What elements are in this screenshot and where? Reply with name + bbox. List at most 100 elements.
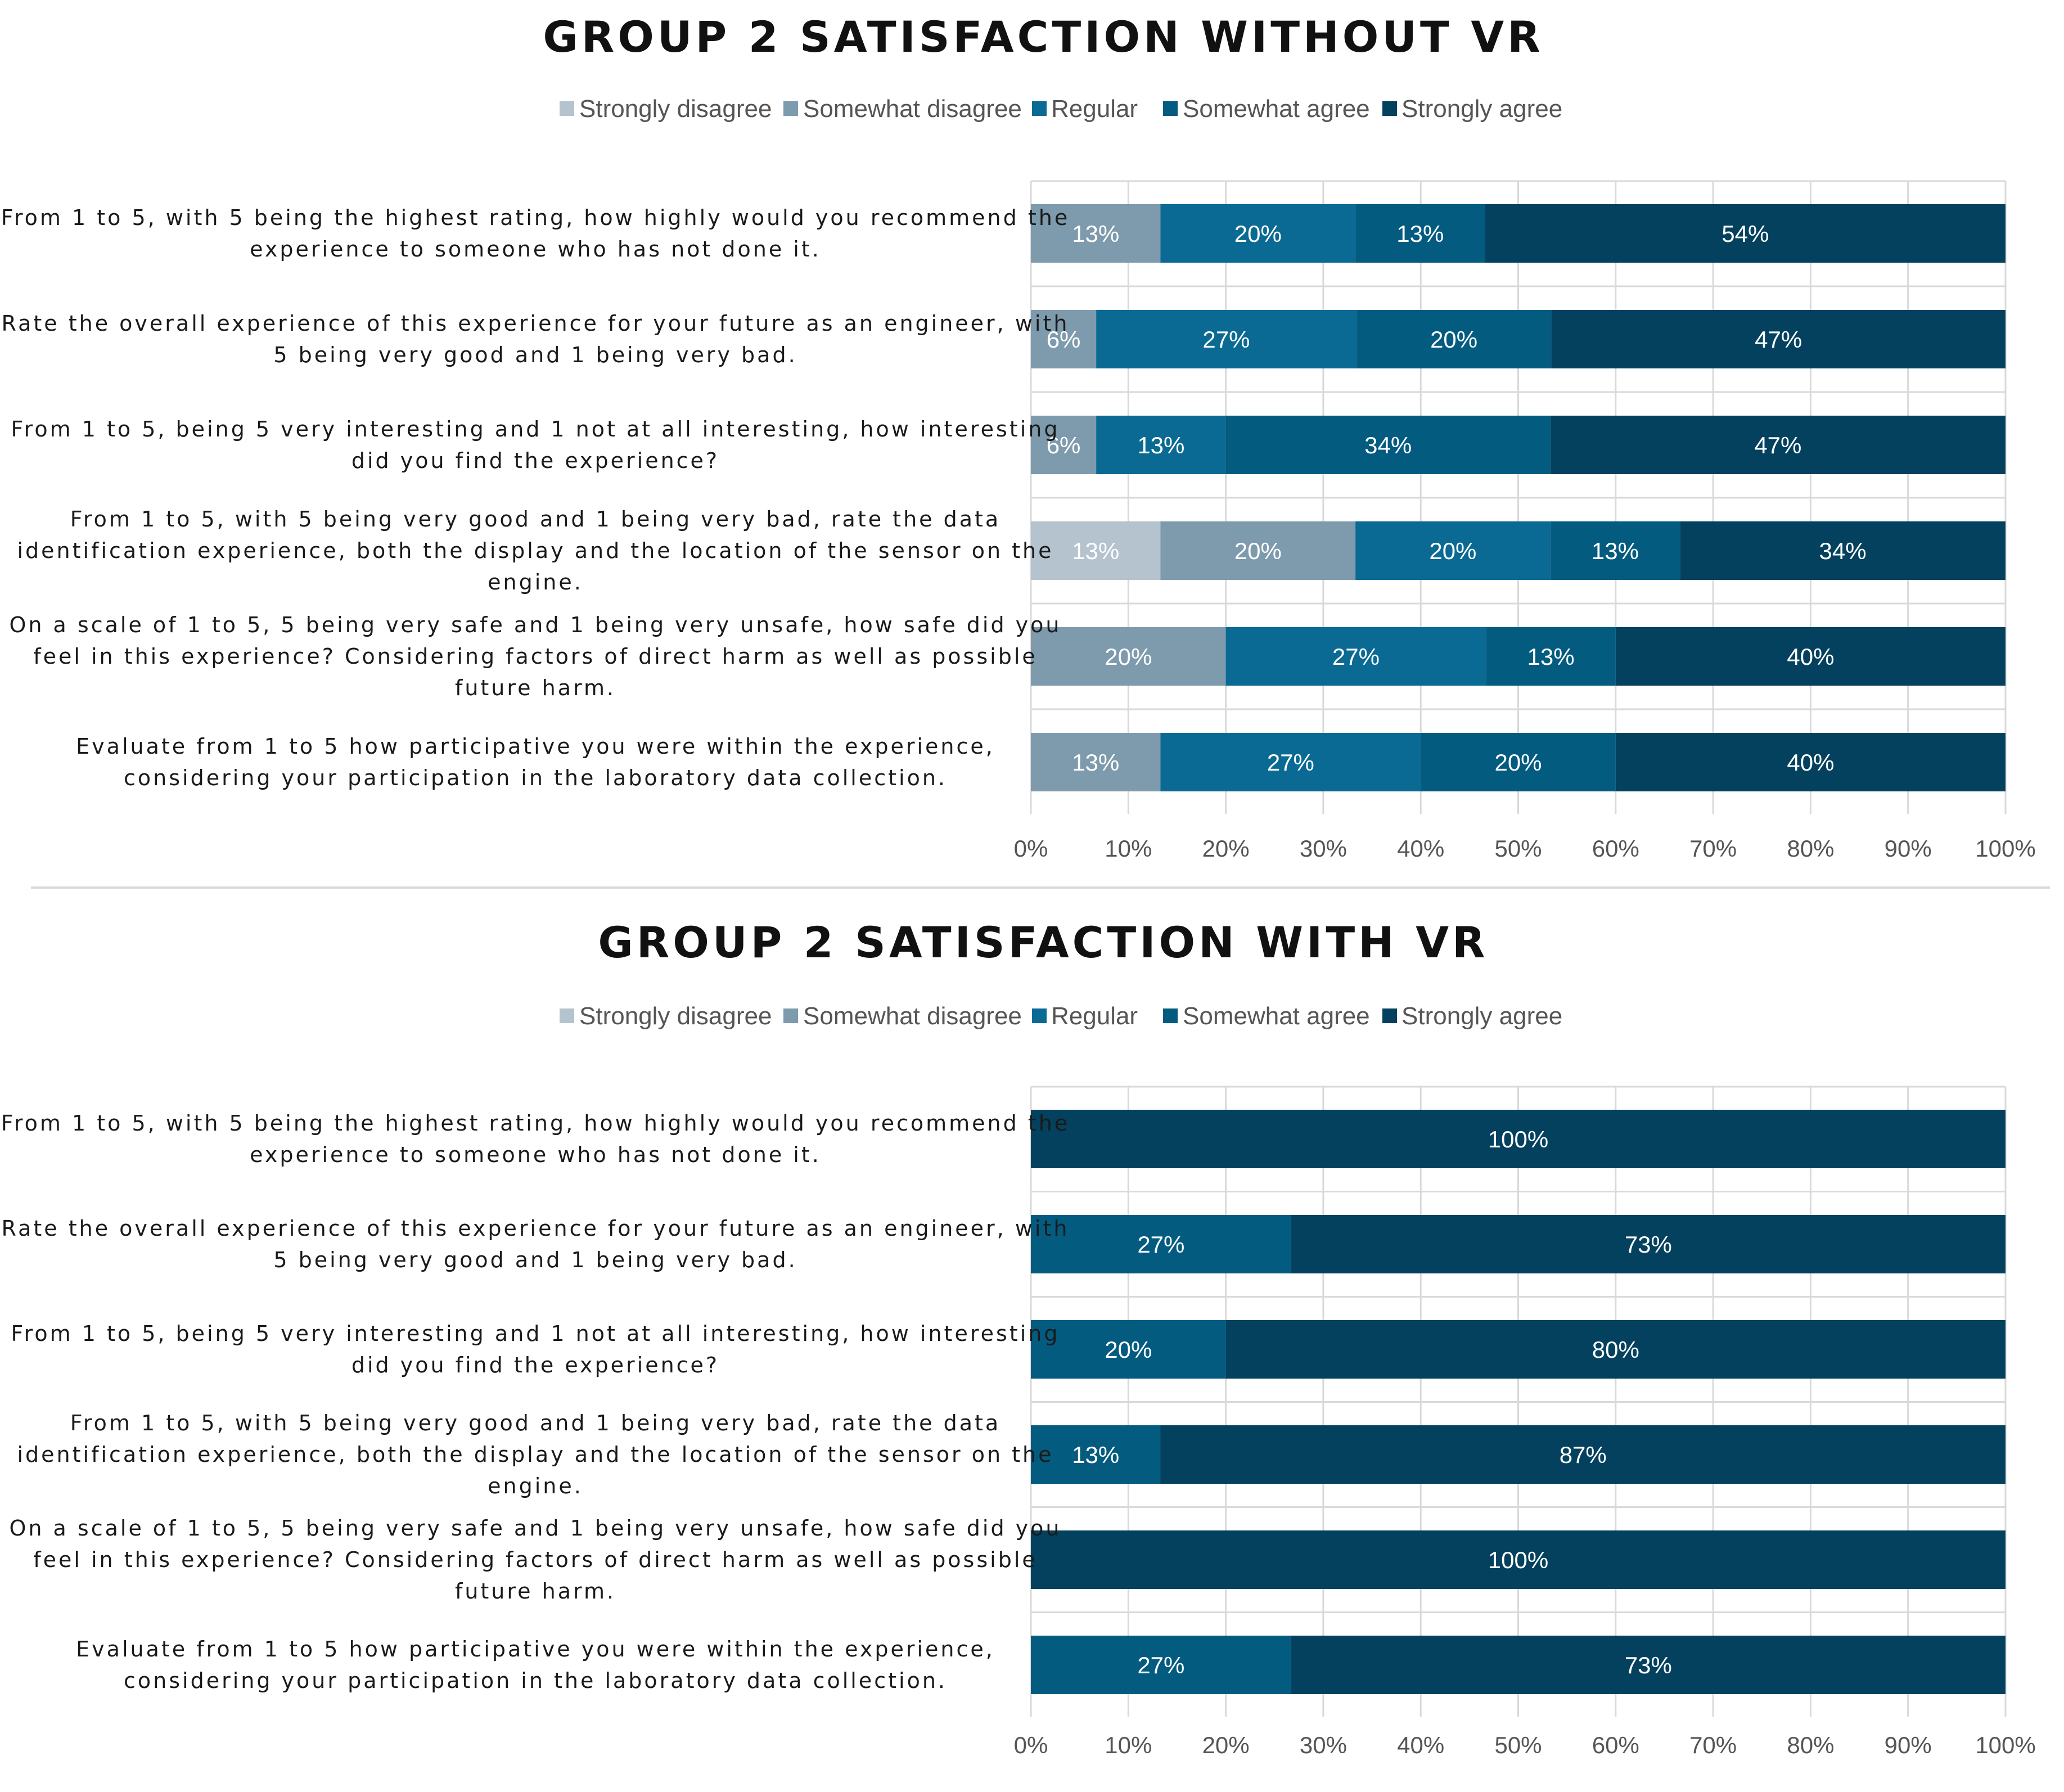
chart-title: GROUP 2 SATISFACTION WITHOUT VR [543,12,1543,62]
segment-data-label: 13% [1592,538,1639,564]
x-tick-label: 50% [1494,835,1542,862]
bar-segment [1680,521,2006,580]
x-tick-label: 100% [1975,835,2035,862]
bar-segment [1031,733,1161,791]
segment-data-label: 87% [1560,1442,1607,1468]
bar-segment [1485,204,2006,263]
x-tick-label: 100% [1975,1732,2035,1758]
bar-segment [1096,310,1357,368]
segment-data-label: 6% [1047,326,1081,353]
question-label: From 1 to 5, with 5 being very good and … [17,1411,1051,1498]
bar-segment [1031,204,1161,263]
question-label-line: did you find the experience? [351,448,719,473]
question-label-line: experience to someone who has not done i… [250,1142,821,1167]
question-label: On a scale of 1 to 5, 5 being very safe … [9,1516,1059,1604]
legend-item: Regular [1032,1002,1138,1030]
question-label-line: feel in this experience? Considering fac… [33,644,1038,669]
legend-swatch [1382,101,1397,116]
legend-label: Strongly disagree [579,1002,772,1030]
x-tick-label: 50% [1494,1732,1542,1758]
question-label-line: From 1 to 5, with 5 being very good and … [70,1411,1001,1435]
question-label: Evaluate from 1 to 5 how participative y… [76,734,995,790]
legend-item: Regular [1032,95,1138,123]
x-tick-label: 20% [1202,835,1250,862]
question-label-line: identification experience, both the disp… [17,538,1053,563]
segment-data-label: 34% [1364,432,1412,458]
question-label-line: engine. [488,1474,583,1498]
segment-data-label: 27% [1332,643,1380,670]
question-label-line: 5 being very good and 1 being very bad. [273,343,797,367]
bar-segment [1225,1320,2006,1379]
x-tick-label: 70% [1689,835,1737,862]
bar-segment [1160,1425,2006,1484]
bar-segment [1031,310,1097,368]
legend-swatch [1163,1008,1178,1023]
bar-segment [1225,416,1551,474]
x-tick-label: 80% [1787,1732,1834,1758]
question-label-line: Evaluate from 1 to 5 how participative y… [76,734,995,759]
question-label-line: considering your participation in the la… [124,766,947,790]
legend-swatch [560,101,574,116]
segment-data-label: 27% [1137,1231,1184,1258]
segment-data-label: 80% [1592,1336,1639,1363]
legend-item: Strongly agree [1382,95,1562,123]
segment-data-label: 40% [1787,749,1834,776]
question-label: From 1 to 5, with 5 being the highest ra… [1,205,1067,262]
segment-data-label: 100% [1488,1126,1548,1152]
segment-data-label: 6% [1047,432,1081,458]
x-tick-label: 20% [1202,1732,1250,1758]
legend-item: Somewhat disagree [783,1002,1022,1030]
bar-segment [1355,204,1485,263]
chart-title: GROUP 2 SATISFACTION WITH VR [598,917,1488,967]
segment-data-label: 13% [1072,220,1119,247]
question-label-line: 5 being very good and 1 being very bad. [273,1248,797,1272]
segment-data-label: 27% [1202,326,1250,353]
question-label-line: From 1 to 5, being 5 very interesting an… [11,1321,1060,1346]
bar-segment [1031,416,1097,474]
legend-item: Strongly agree [1382,1002,1562,1030]
question-label-line: future harm. [455,676,616,700]
question-label: From 1 to 5, with 5 being the highest ra… [1,1111,1067,1167]
question-label-line: On a scale of 1 to 5, 5 being very safe … [9,613,1061,637]
legend-label: Somewhat disagree [803,95,1022,123]
segment-data-label: 27% [1137,1652,1184,1678]
segment-data-label: 13% [1072,1442,1119,1468]
segment-data-label: 20% [1429,538,1476,564]
segment-data-label: 54% [1721,220,1769,247]
x-tick-label: 60% [1592,835,1639,862]
x-tick-label: 40% [1397,835,1444,862]
segment-data-label: 20% [1234,220,1282,247]
x-tick-label: 60% [1592,1732,1639,1758]
legend-item: Strongly disagree [560,95,772,123]
question-label-line: considering your participation in the la… [124,1668,947,1693]
bar-segment [1486,627,1616,686]
question-label-line: did you find the experience? [351,1353,719,1377]
legend-swatch [1032,1008,1047,1023]
legend-label: Strongly agree [1401,1002,1562,1030]
bar-segment [1160,733,1421,791]
segment-data-label: 13% [1396,220,1444,247]
segment-data-label: 13% [1137,432,1184,458]
question-label-line: experience to someone who has not done i… [250,237,821,262]
segment-data-label: 20% [1105,1336,1152,1363]
segment-data-label: 47% [1754,432,1801,458]
bar-segment [1356,310,1552,368]
segment-data-label: 73% [1625,1231,1672,1258]
legend-label: Strongly disagree [579,95,772,123]
bar-segment [1615,627,2006,686]
chart-without-vr: GROUP 2 SATISFACTION WITHOUT VR Strongly … [1,12,2036,862]
bar-segment [1355,521,1551,580]
question-label-line: Rate the overall experience of this expe… [2,1216,1070,1241]
bar-segment [1031,1530,2006,1589]
segment-data-label: 40% [1787,643,1834,670]
question-label-line: Evaluate from 1 to 5 how participative y… [76,1637,995,1662]
legend-label: Strongly agree [1401,95,1562,123]
bar-segment [1615,733,2006,791]
segment-data-label: 13% [1072,749,1119,776]
segment-data-label: 20% [1494,749,1542,776]
segment-data-label: 20% [1105,643,1152,670]
question-label: From 1 to 5, with 5 being very good and … [17,507,1053,595]
legend-swatch [783,1008,798,1023]
x-tick-label: 0% [1014,835,1048,862]
question-label: From 1 to 5, being 5 very interesting an… [11,1321,1060,1377]
